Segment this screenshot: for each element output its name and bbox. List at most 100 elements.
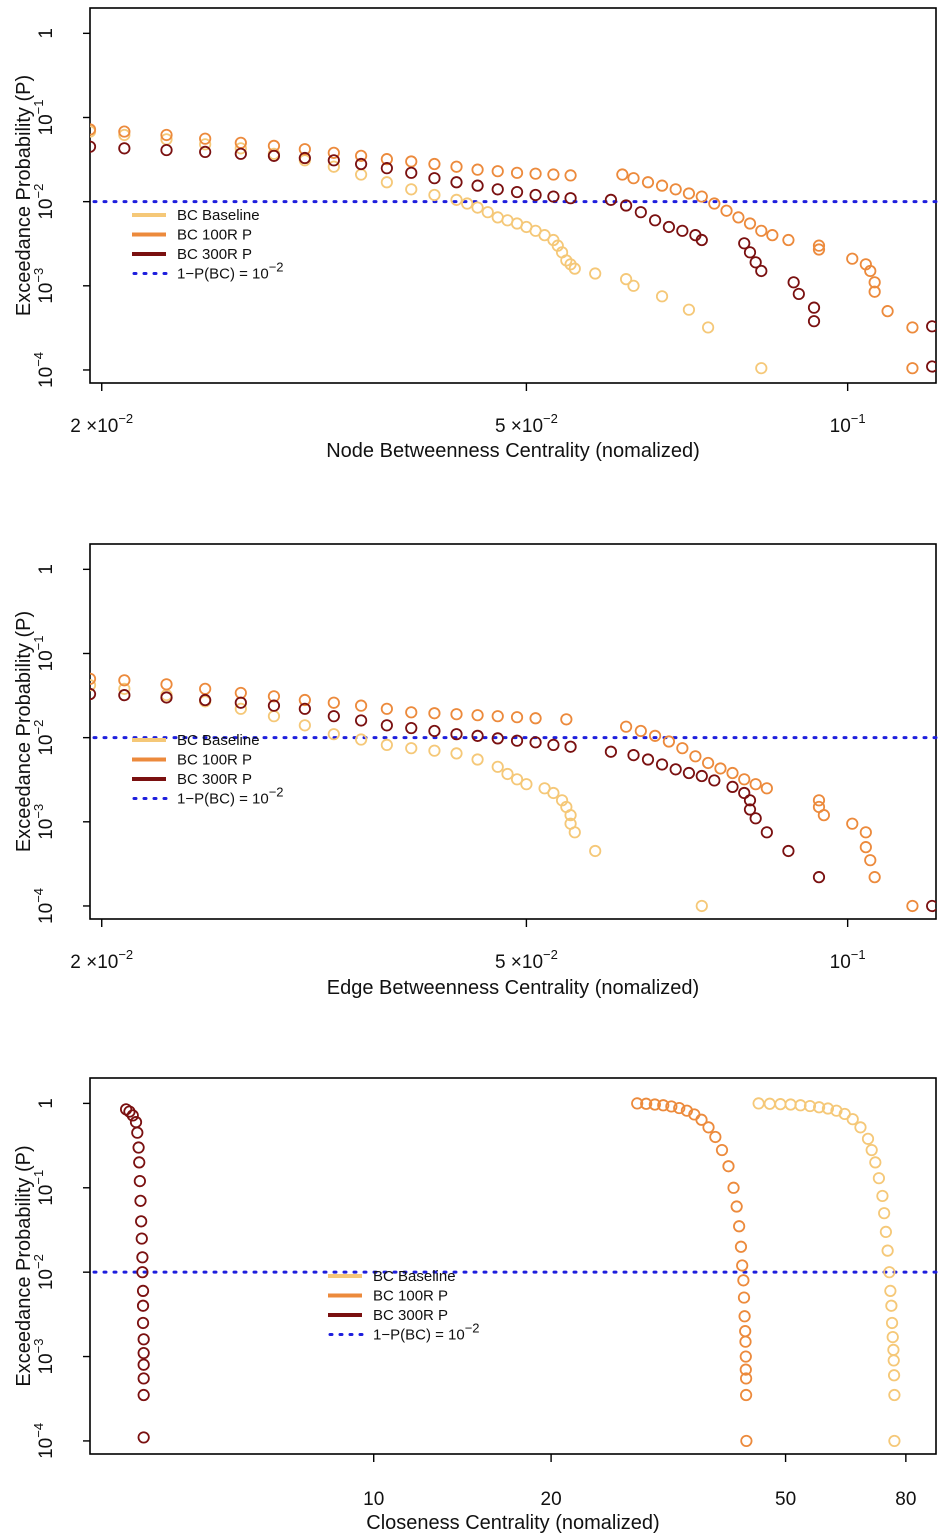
- y-tick-label: 10−4: [31, 888, 57, 924]
- data-point-baseline: [887, 1354, 900, 1367]
- data-point-baseline: [380, 176, 393, 189]
- data-point-r100: [631, 1097, 644, 1110]
- data-point-r300: [137, 1372, 150, 1385]
- data-point-baseline: [774, 1098, 787, 1111]
- data-point-r100: [715, 1143, 729, 1157]
- data-point-r100: [730, 1200, 743, 1213]
- data-point-r300: [749, 256, 762, 269]
- data-point-r300: [405, 166, 418, 179]
- data-point-r300: [450, 176, 463, 189]
- y-tick-label: 10−3: [31, 268, 57, 304]
- legend-label: BC Baseline: [177, 732, 260, 749]
- data-point-r300: [428, 172, 441, 185]
- data-point-r300: [743, 803, 757, 816]
- x-axis-title: Node Betweenness Centrality (nomalized): [326, 440, 700, 462]
- data-point-r300: [547, 190, 560, 203]
- data-point-r300: [136, 1284, 150, 1297]
- data-point-r100: [689, 750, 702, 763]
- data-point-r100: [564, 169, 577, 182]
- data-point-r300: [926, 320, 936, 333]
- data-point-r100: [529, 712, 542, 725]
- data-point-baseline: [888, 1434, 901, 1448]
- data-point-r300: [491, 732, 504, 745]
- data-point-baseline: [564, 809, 577, 822]
- data-point-r100: [547, 168, 560, 181]
- data-point-baseline: [491, 760, 504, 773]
- data-point-r100: [739, 1325, 752, 1338]
- data-point-baseline: [428, 188, 441, 202]
- data-point-r100: [708, 197, 721, 210]
- data-point-r100: [491, 165, 504, 178]
- data-point-r300: [807, 301, 821, 314]
- data-point-r300: [132, 1141, 145, 1154]
- data-point-r300: [510, 185, 524, 199]
- data-point-r300: [123, 1105, 136, 1118]
- data-point-baseline: [865, 1143, 878, 1157]
- panel-node-betweenness: 1 10−1 10−2 10−3 10−4 2 ×10−2 5 ×10−2 10−1 Node …: [13, 7, 938, 462]
- legend-label: BC 100R P: [177, 752, 252, 769]
- data-point-baseline: [491, 211, 504, 224]
- data-point-r100: [428, 707, 441, 720]
- data-point-r100: [529, 167, 542, 180]
- data-point-r100: [881, 305, 894, 318]
- data-point-r100: [673, 1101, 686, 1115]
- data-point-r100: [634, 724, 647, 738]
- data-point-baseline: [655, 290, 669, 303]
- data-point-r300: [136, 1266, 149, 1279]
- data-point-r100: [755, 224, 768, 237]
- data-point-r300: [135, 1232, 148, 1245]
- legend-label: 1−P(BC) = 10−2: [177, 785, 284, 808]
- data-point-baseline: [234, 142, 247, 155]
- data-point-r100: [738, 1310, 751, 1323]
- data-point-r300: [137, 1333, 150, 1346]
- data-point-r300: [749, 812, 762, 825]
- data-point-baseline: [405, 183, 418, 196]
- data-point-r300: [405, 721, 418, 735]
- legend-label: 1−P(BC) = 10−2: [177, 260, 284, 283]
- data-point-r300: [547, 738, 560, 752]
- data-point-baseline: [118, 682, 131, 695]
- data-point-r100: [722, 1160, 735, 1173]
- data-point-r100: [627, 172, 640, 185]
- data-point-r100: [812, 239, 826, 252]
- data-point-r300: [620, 199, 633, 212]
- data-point-r100: [327, 146, 340, 159]
- data-point-r300: [807, 315, 821, 328]
- data-point-baseline: [354, 733, 368, 746]
- data-point-r100: [812, 243, 826, 256]
- data-point-r300: [695, 769, 708, 783]
- y-axis-title: Exceedance Probability (P): [13, 611, 35, 852]
- data-point-baseline: [885, 1299, 898, 1312]
- data-point-r300: [267, 149, 281, 162]
- data-point-r300: [760, 826, 773, 839]
- data-point-r300: [428, 724, 441, 738]
- data-point-r300: [135, 1215, 148, 1228]
- data-point-baseline: [481, 206, 494, 219]
- data-point-baseline: [887, 1343, 900, 1356]
- data-point-r100: [864, 264, 877, 278]
- data-point-r100: [739, 1363, 752, 1376]
- data-point-baseline: [327, 728, 340, 741]
- plot-frame: [89, 7, 937, 384]
- data-point-r100: [714, 762, 727, 775]
- data-point-r100: [298, 143, 311, 156]
- data-point-r300: [564, 740, 577, 753]
- data-point-r100: [702, 756, 715, 770]
- data-point-baseline: [380, 738, 393, 752]
- panel-edge-betweenness: 1 10−1 10−2 10−3 10−4 2 ×10−2 5 ×10−2 10−1 Edge …: [13, 543, 938, 999]
- data-point-r300: [136, 1299, 150, 1312]
- data-point-r100: [234, 686, 247, 700]
- data-point-r100: [737, 1274, 750, 1287]
- data-point-r100: [733, 1220, 746, 1233]
- data-point-r100: [739, 1335, 752, 1348]
- y-tick-label: 1: [36, 564, 57, 575]
- data-point-r100: [641, 176, 655, 189]
- legend-label: BC Baseline: [177, 207, 260, 224]
- data-point-r100: [734, 1240, 748, 1253]
- data-point-r100: [812, 794, 826, 807]
- data-point-r300: [471, 179, 484, 192]
- data-point-r300: [131, 1126, 144, 1139]
- data-point-r100: [737, 1291, 751, 1304]
- data-point-r300: [471, 729, 484, 742]
- data-point-baseline: [876, 1189, 889, 1203]
